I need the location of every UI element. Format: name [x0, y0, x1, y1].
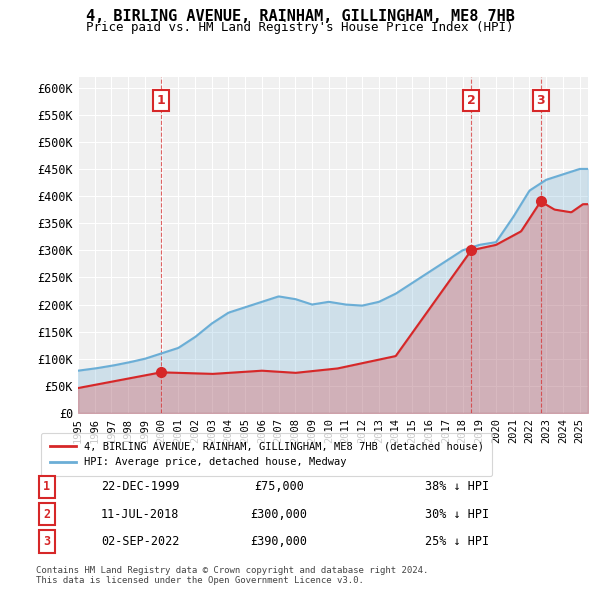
Text: £300,000: £300,000 — [251, 508, 308, 521]
Text: £390,000: £390,000 — [251, 535, 308, 548]
Text: 3: 3 — [43, 535, 50, 548]
Text: 30% ↓ HPI: 30% ↓ HPI — [425, 508, 489, 521]
Text: 11-JUL-2018: 11-JUL-2018 — [101, 508, 179, 521]
Legend: 4, BIRLING AVENUE, RAINHAM, GILLINGHAM, ME8 7HB (detached house), HPI: Average p: 4, BIRLING AVENUE, RAINHAM, GILLINGHAM, … — [41, 433, 492, 476]
Text: 25% ↓ HPI: 25% ↓ HPI — [425, 535, 489, 548]
Text: 22-DEC-1999: 22-DEC-1999 — [101, 480, 179, 493]
Text: 38% ↓ HPI: 38% ↓ HPI — [425, 480, 489, 493]
Text: 3: 3 — [536, 94, 545, 107]
Text: 1: 1 — [43, 480, 50, 493]
Text: £75,000: £75,000 — [254, 480, 304, 493]
Text: 4, BIRLING AVENUE, RAINHAM, GILLINGHAM, ME8 7HB: 4, BIRLING AVENUE, RAINHAM, GILLINGHAM, … — [86, 9, 514, 24]
Text: 2: 2 — [43, 508, 50, 521]
Text: This data is licensed under the Open Government Licence v3.0.: This data is licensed under the Open Gov… — [36, 576, 364, 585]
Text: 1: 1 — [157, 94, 166, 107]
Text: Price paid vs. HM Land Registry's House Price Index (HPI): Price paid vs. HM Land Registry's House … — [86, 21, 514, 34]
Text: Contains HM Land Registry data © Crown copyright and database right 2024.: Contains HM Land Registry data © Crown c… — [36, 566, 428, 575]
Text: 02-SEP-2022: 02-SEP-2022 — [101, 535, 179, 548]
Text: 2: 2 — [467, 94, 476, 107]
